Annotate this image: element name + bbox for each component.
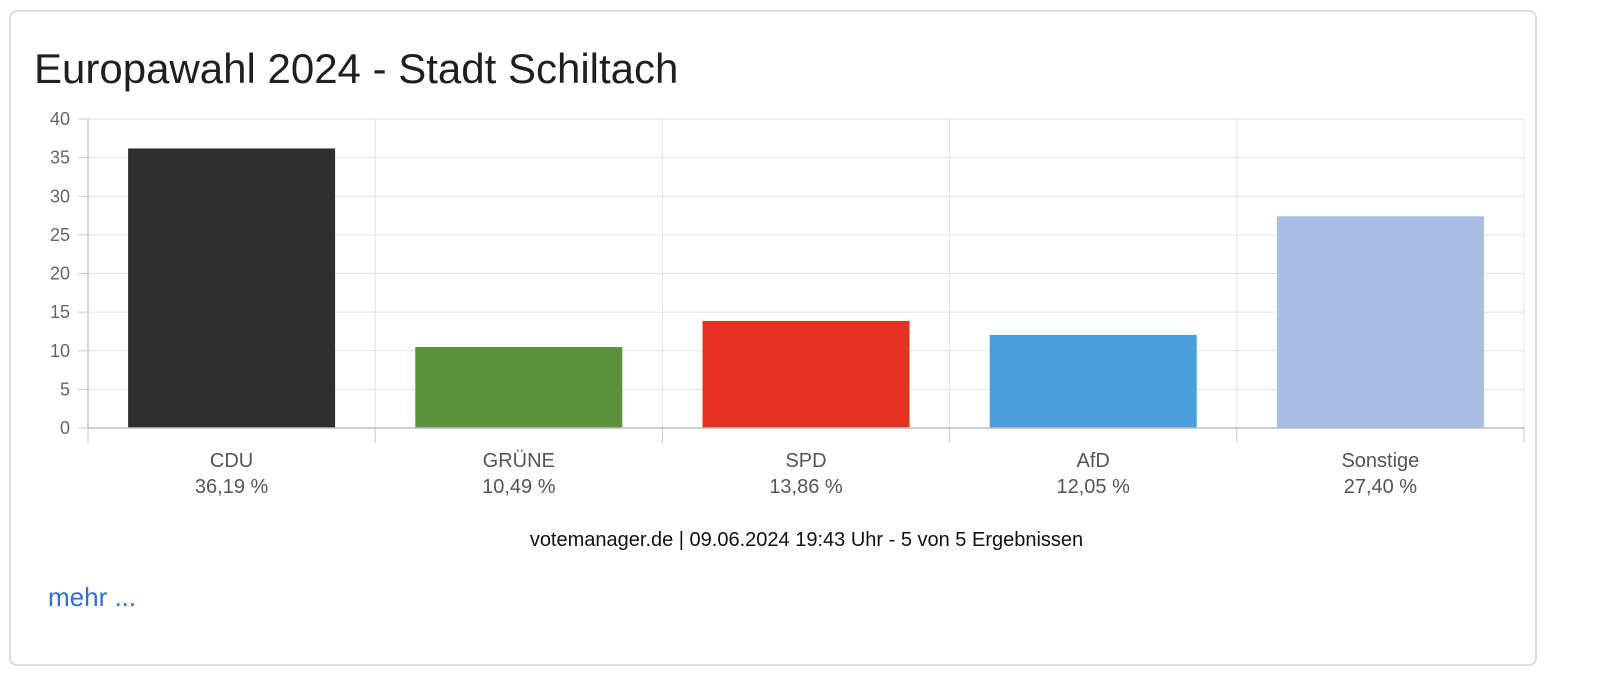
more-link[interactable]: mehr ... (48, 582, 137, 612)
bar-grüne[interactable] (415, 346, 623, 428)
x-category-label: CDU (210, 450, 253, 472)
y-tick-label: 5 (60, 379, 70, 399)
axes (78, 118, 1525, 443)
y-tick-label: 35 (50, 148, 70, 168)
source-footer: votemanager.de | 09.06.2024 19:43 Uhr - … (529, 529, 1084, 551)
y-tick-label: 25 (50, 225, 70, 245)
y-tick-label: 0 (60, 418, 70, 438)
bars (128, 148, 1484, 428)
x-value-label: 12,05 % (1057, 476, 1131, 498)
bar-afd[interactable] (989, 334, 1197, 428)
labels: 0 5 10 15 20 25 30 35 40 CDU 36,19 % GRÜNE 10,49 % SP… (50, 109, 1419, 498)
y-tick-label: 30 (50, 186, 70, 206)
x-value-label: 10,49 % (482, 476, 556, 498)
y-tick-label: 10 (50, 341, 70, 361)
bar-cdu[interactable] (128, 148, 336, 428)
chart-title: Europawahl 2024 - Stadt Schiltach (34, 45, 679, 92)
y-tick-label: 20 (50, 264, 70, 284)
x-category-label: Sonstige (1341, 450, 1419, 472)
bar-spd[interactable] (702, 320, 910, 428)
x-value-label: 27,40 % (1344, 476, 1418, 498)
y-tick-label: 15 (50, 302, 70, 322)
x-value-label: 36,19 % (195, 476, 269, 498)
x-value-label: 13,86 % (769, 476, 843, 498)
y-tick-label: 40 (50, 109, 70, 129)
bar-sonstige[interactable] (1276, 216, 1484, 428)
x-category-label: AfD (1077, 450, 1110, 472)
x-category-label: GRÜNE (483, 450, 555, 472)
x-category-label: SPD (785, 450, 826, 472)
